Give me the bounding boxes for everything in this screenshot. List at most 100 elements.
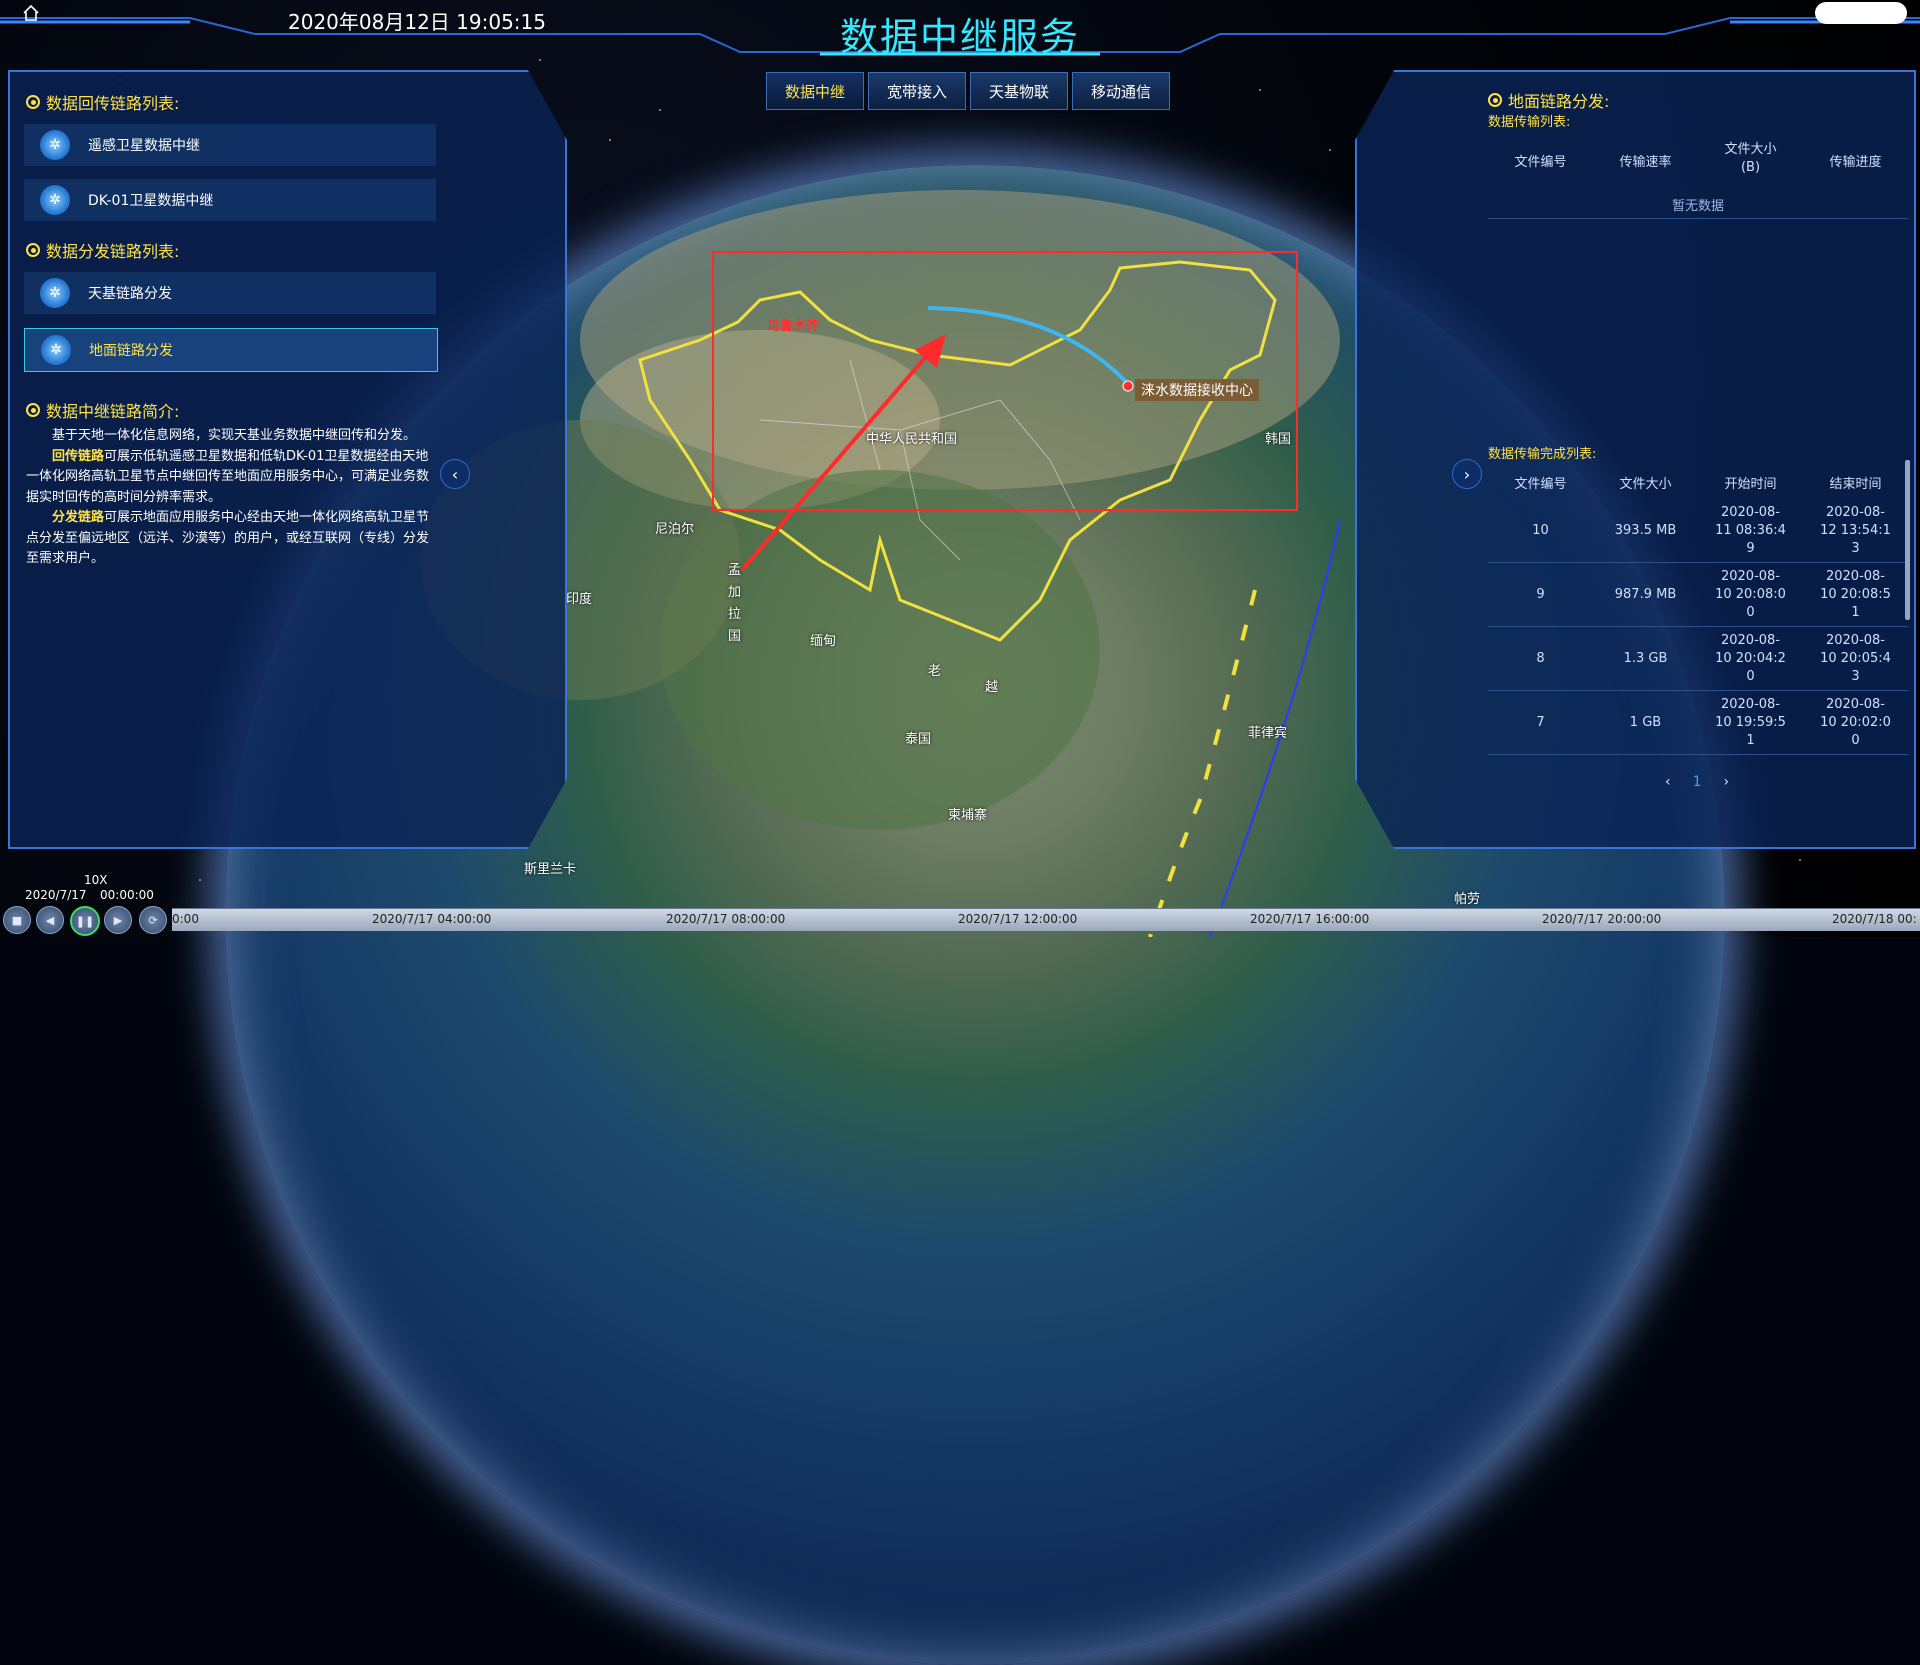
cell-start: 2020-08- 10 20:04:2 0	[1715, 633, 1786, 684]
map-label-india: 印度	[566, 592, 593, 607]
network-node-icon: ✲	[40, 130, 70, 160]
table-row[interactable]: 9 987.9 MB 2020-08- 10 20:08:0 0 2020-08…	[1488, 564, 1908, 627]
distribution-item-ground[interactable]: ✲ 地面链路分发	[24, 328, 438, 372]
backhaul-item-remote-sensing[interactable]: ✲ 遥感卫星数据中继	[24, 124, 436, 166]
timeline-tick: 2020/7/17 12:00:00	[958, 912, 1078, 926]
user-avatar-pill[interactable]	[1815, 2, 1907, 24]
timeline-tick: 2020/7/17 08:00:00	[666, 912, 786, 926]
distribution-section-title: 数据分发链路列表:	[26, 238, 179, 262]
timeline-tick: 0:00	[172, 912, 199, 926]
bullet-icon	[26, 403, 40, 417]
complete-header-size: 文件大小	[1619, 477, 1672, 492]
cell-id: 9	[1536, 587, 1545, 602]
map-label-srilanka: 斯里兰卡	[524, 862, 577, 877]
map-label-korea: 韩国	[1265, 432, 1292, 447]
service-tabs: 数据中继 宽带接入 天基物联 移动通信	[766, 72, 1171, 110]
map-label-urumqi: 乌鲁木齐	[767, 319, 820, 334]
pagination: ‹ 1 ›	[1665, 774, 1729, 790]
playback-time: 00:00:00	[100, 888, 154, 902]
time-slider[interactable]: 0:00 2020/7/17 04:00:00 2020/7/17 08:00:…	[172, 908, 1920, 931]
backhaul-section-title: 数据回传链路列表:	[26, 90, 179, 114]
cell-size: 1 GB	[1629, 715, 1662, 730]
forward-button[interactable]: ▶	[104, 906, 132, 934]
intro-text: 基于天地一体化信息网络，实现天基业务数据中继回传和分发。 回传链路可展示低轨遥感…	[26, 428, 430, 566]
china-border	[638, 260, 1277, 642]
transfer-header-id: 文件编号	[1514, 155, 1567, 170]
tab-data-relay[interactable]: 数据中继	[766, 72, 865, 110]
complete-header-start: 开始时间	[1724, 477, 1777, 492]
transfer-header-size: 文件大小 (B)	[1724, 142, 1777, 175]
cell-size: 987.9 MB	[1614, 587, 1677, 602]
home-icon[interactable]	[22, 4, 40, 22]
tab-mobile-comm[interactable]: 移动通信	[1072, 72, 1171, 110]
cell-start: 2020-08- 10 19:59:5 1	[1715, 697, 1786, 748]
page-title: 数据中继服务	[839, 15, 1080, 59]
timeline-tick: 2020/7/17 16:00:00	[1250, 912, 1370, 926]
collapse-right-button[interactable]: ›	[1452, 459, 1482, 489]
playback-date: 2020/7/17	[25, 888, 87, 902]
map-label-bangladesh: 孟加拉国	[728, 563, 742, 644]
network-node-icon: ✲	[40, 278, 70, 308]
network-node-icon: ✲	[41, 335, 71, 365]
header-frame	[0, 17, 1920, 56]
cell-start: 2020-08- 10 20:08:0 0	[1715, 569, 1786, 620]
pager-current-page[interactable]: 1	[1692, 774, 1702, 790]
cell-id: 10	[1532, 523, 1549, 538]
backhaul-item-dk01[interactable]: ✲ DK-01卫星数据中继	[24, 179, 436, 221]
play-pause-button[interactable]: ❚❚	[70, 906, 100, 936]
relay-link-arc	[927, 306, 1132, 388]
cell-size: 393.5 MB	[1614, 523, 1677, 538]
cell-size: 1.3 GB	[1623, 651, 1668, 666]
cell-id: 7	[1536, 715, 1545, 730]
cell-id: 8	[1536, 651, 1545, 666]
pager-next-button[interactable]: ›	[1723, 774, 1730, 790]
map-label-vietnam: 越	[985, 680, 999, 695]
map-label-palau: 帕劳	[1454, 892, 1481, 907]
cell-start: 2020-08- 11 08:36:4 9	[1715, 505, 1786, 556]
map-label-china: 中华人民共和国	[866, 432, 958, 447]
rewind-button[interactable]: ◀	[36, 906, 64, 934]
bullet-icon	[1488, 93, 1502, 107]
current-datetime: 2020年08月12日 19:05:15	[288, 10, 546, 34]
complete-header-end: 结束时间	[1829, 477, 1882, 492]
map-label-nepal: 尼泊尔	[655, 522, 695, 537]
loop-button[interactable]: ⟳	[139, 906, 167, 934]
timeline-tick: 2020/7/17 04:00:00	[372, 912, 492, 926]
no-data-text: 暂无数据	[1488, 195, 1908, 219]
left-panel: 数据回传链路列表: ✲ 遥感卫星数据中继 ✲ DK-01卫星数据中继 数据分发链…	[8, 70, 567, 849]
table-row[interactable]: 8 1.3 GB 2020-08- 10 20:04:2 0 2020-08- …	[1488, 628, 1908, 691]
right-panel	[1355, 70, 1916, 849]
annotation-box	[712, 251, 1298, 511]
bullet-icon	[26, 243, 40, 257]
table-scrollbar[interactable]	[1905, 460, 1910, 620]
pager-prev-button[interactable]: ‹	[1665, 774, 1671, 790]
cell-end: 2020-08- 10 20:02:0 0	[1820, 697, 1891, 748]
complete-list-label: 数据传输完成列表:	[1488, 447, 1597, 462]
transfer-header-progress: 传输进度	[1829, 155, 1882, 170]
distribution-item-space[interactable]: ✲ 天基链路分发	[24, 272, 436, 314]
tab-space-iot[interactable]: 天基物联	[970, 72, 1069, 110]
map-label-cambodia: 柬埔寨	[948, 808, 988, 823]
table-row[interactable]: 7 1 GB 2020-08- 10 19:59:5 1 2020-08- 10…	[1488, 692, 1908, 755]
timeline-tick: 2020/7/17 20:00:00	[1542, 912, 1662, 926]
cell-end: 2020-08- 12 13:54:1 3	[1820, 505, 1891, 556]
tab-broadband[interactable]: 宽带接入	[868, 72, 967, 110]
station-label: 涞水数据接收中心	[1135, 379, 1259, 401]
annotation-arrow	[740, 350, 932, 572]
bullet-icon	[26, 95, 40, 109]
network-node-icon: ✲	[40, 185, 70, 215]
table-row[interactable]: 10 393.5 MB 2020-08- 11 08:36:4 9 2020-0…	[1488, 500, 1908, 563]
stop-button[interactable]: ■	[3, 906, 31, 934]
ground-distribution-title: 地面链路分发:	[1488, 88, 1609, 112]
map-label-laos: 老	[928, 664, 942, 679]
cell-end: 2020-08- 10 20:08:5 1	[1820, 569, 1891, 620]
transfer-header-rate: 传输速率	[1619, 155, 1672, 170]
complete-header-id: 文件编号	[1514, 477, 1567, 492]
collapse-left-button[interactable]: ‹	[440, 459, 470, 489]
map-label-myanmar: 缅甸	[810, 634, 837, 649]
intro-section-title: 数据中继链路简介:	[26, 398, 179, 422]
map-label-philippines: 菲律宾	[1248, 726, 1288, 741]
transfer-list-label: 数据传输列表:	[1488, 115, 1571, 130]
cell-end: 2020-08- 10 20:05:4 3	[1820, 633, 1891, 684]
playback-speed: 10X	[84, 873, 108, 887]
